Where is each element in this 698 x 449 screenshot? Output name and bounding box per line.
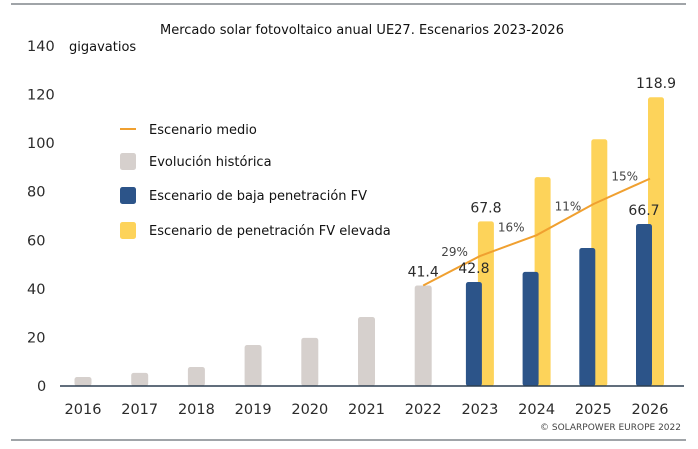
legend-color-swatch bbox=[120, 187, 136, 204]
bar-historical bbox=[131, 372, 149, 386]
bar-historical bbox=[74, 377, 92, 386]
bar-low-scenario bbox=[522, 271, 539, 386]
legend-label: Evolución histórica bbox=[149, 155, 272, 170]
data-label: 67.8 bbox=[470, 200, 501, 216]
data-label: 118.9 bbox=[636, 76, 676, 92]
y-axis-unit-label: gigavatios bbox=[69, 40, 136, 55]
legend: Escenario medio Evolución histórica Escena… bbox=[120, 123, 391, 239]
y-tick-label: 40 bbox=[27, 282, 45, 298]
bar-low-scenario bbox=[579, 248, 596, 386]
y-tick-label: 120 bbox=[27, 88, 55, 104]
bar-historical bbox=[301, 337, 319, 386]
y-tick-label: 80 bbox=[27, 185, 45, 201]
x-tick-label: 2020 bbox=[291, 402, 328, 418]
legend-label: Escenario de penetración FV elevada bbox=[149, 224, 391, 239]
x-tick-label: 2019 bbox=[235, 402, 272, 418]
legend-item: Evolución histórica bbox=[120, 153, 272, 170]
y-tick-label: 60 bbox=[27, 233, 45, 249]
bar-historical bbox=[414, 285, 432, 386]
bar-low-scenario bbox=[465, 282, 482, 386]
median-line-path bbox=[422, 177, 651, 287]
growth-label: 11% bbox=[555, 200, 582, 214]
source-credit: © SOLARPOWER EUROPE 2022 bbox=[540, 423, 681, 433]
data-label: 41.4 bbox=[408, 264, 439, 280]
data-label: 42.8 bbox=[458, 261, 489, 277]
y-tick-label: 0 bbox=[37, 379, 46, 395]
y-axis-ticks: 0 20 40 60 80 100 120 140 bbox=[27, 39, 55, 395]
x-tick-label: 2021 bbox=[348, 402, 385, 418]
y-tick-label: 140 bbox=[27, 39, 55, 55]
legend-item: Escenario de baja penetración FV bbox=[120, 187, 367, 204]
x-tick-label: 2024 bbox=[518, 402, 555, 418]
legend-color-swatch bbox=[120, 222, 136, 239]
y-tick-label: 20 bbox=[27, 330, 45, 346]
x-tick-label: 2016 bbox=[65, 402, 102, 418]
bar-historical bbox=[358, 317, 375, 386]
x-tick-label: 2022 bbox=[405, 402, 442, 418]
legend-item: Escenario medio bbox=[120, 123, 257, 138]
legend-color-swatch bbox=[120, 153, 136, 170]
chart-title: Mercado solar fotovoltaico anual UE27. E… bbox=[160, 23, 564, 38]
growth-label: 29% bbox=[441, 245, 468, 259]
data-labels: 41.4 42.8 66.7 67.8 118.9 29% 16% 11% 15% bbox=[408, 76, 676, 280]
legend-item: Escenario de penetración FV elevada bbox=[120, 222, 391, 239]
growth-label: 16% bbox=[498, 221, 525, 235]
median-scenario-line bbox=[422, 177, 651, 287]
growth-label: 15% bbox=[611, 169, 638, 183]
bar-low-scenario bbox=[636, 224, 652, 386]
data-label: 66.7 bbox=[628, 203, 659, 219]
x-tick-label: 2023 bbox=[461, 402, 498, 418]
legend-label: Escenario de baja penetración FV bbox=[149, 189, 367, 204]
x-tick-label: 2018 bbox=[178, 402, 215, 418]
y-tick-label: 100 bbox=[27, 136, 55, 152]
x-axis-ticks: 2016 2017 2018 2019 2020 2021 2022 2023 2024 2025… bbox=[65, 402, 669, 418]
bar-historical bbox=[244, 344, 262, 386]
x-tick-label: 2025 bbox=[575, 402, 612, 418]
bars bbox=[74, 97, 664, 386]
legend-label: Escenario medio bbox=[149, 123, 257, 138]
x-tick-label: 2017 bbox=[121, 402, 158, 418]
bar-historical bbox=[187, 367, 205, 386]
x-tick-label: 2026 bbox=[632, 402, 669, 418]
